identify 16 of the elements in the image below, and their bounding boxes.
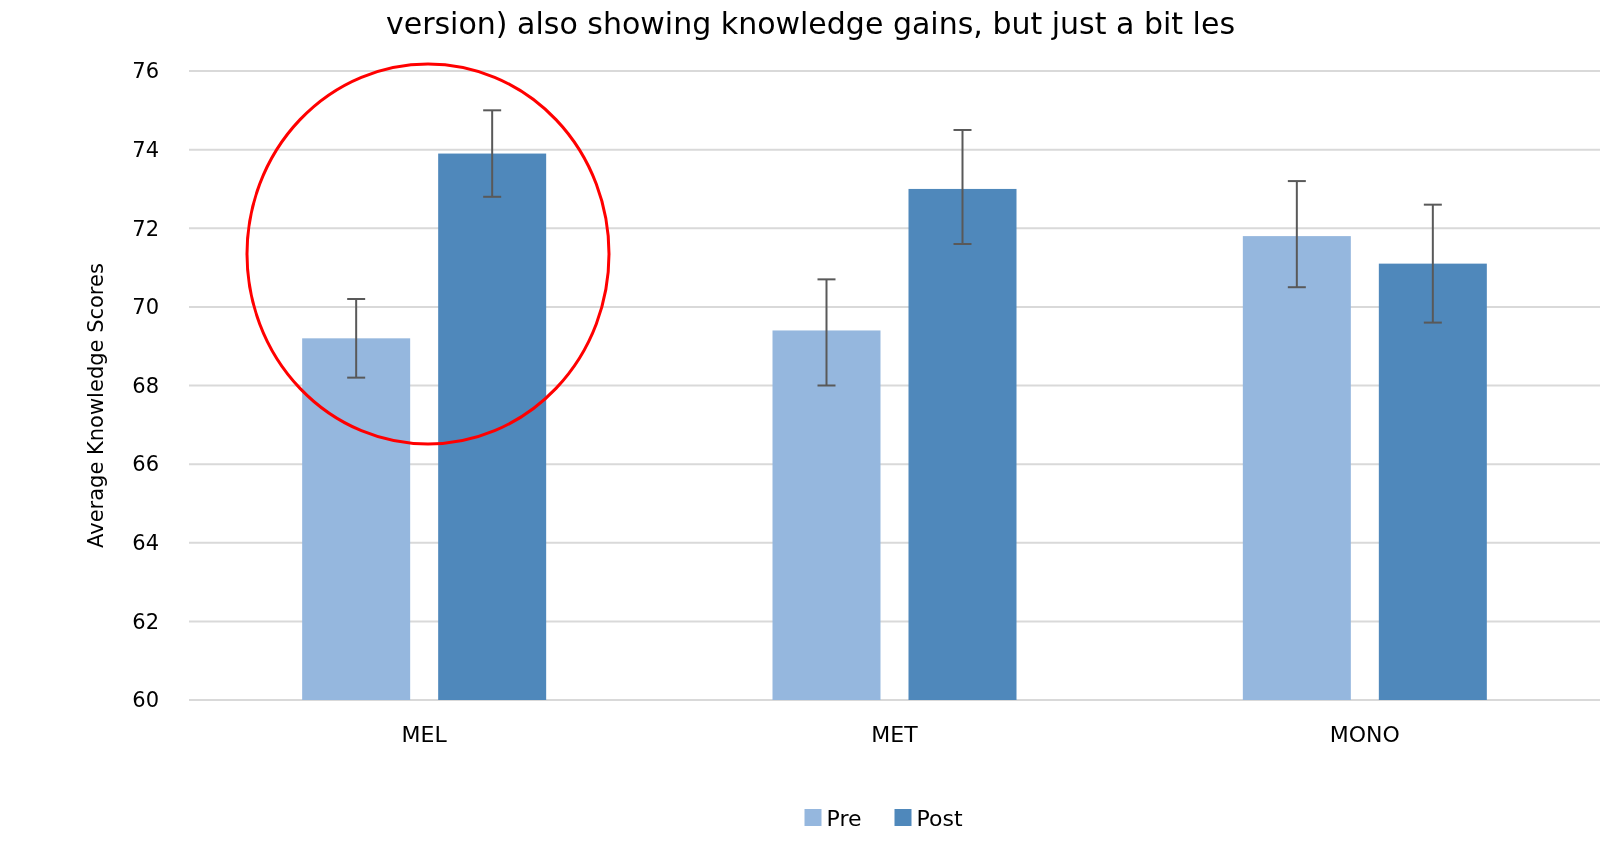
legend-label: Post [916, 805, 963, 831]
x-tick-label: MEL [401, 722, 448, 747]
y-tick-label: 76 [132, 59, 159, 84]
y-tick-label: 60 [132, 688, 159, 713]
text: version) also showing knowledge gains, but just a bit les [385, 6, 1236, 41]
y-tick-label: 74 [132, 137, 159, 162]
x-tick-label: MET [871, 722, 919, 747]
y-tick-label: 72 [132, 216, 159, 241]
x-tick-label: MONO [1329, 722, 1400, 747]
y-tick-label: 70 [132, 295, 159, 320]
y-tick-label: 66 [132, 452, 159, 477]
y-tick-label: 68 [132, 373, 159, 398]
legend-label: Pre [826, 805, 862, 831]
y-axis-title: Average Knowledge Scores [84, 263, 108, 548]
y-tick-label: 64 [132, 531, 159, 556]
y-tick-label: 62 [132, 609, 159, 634]
